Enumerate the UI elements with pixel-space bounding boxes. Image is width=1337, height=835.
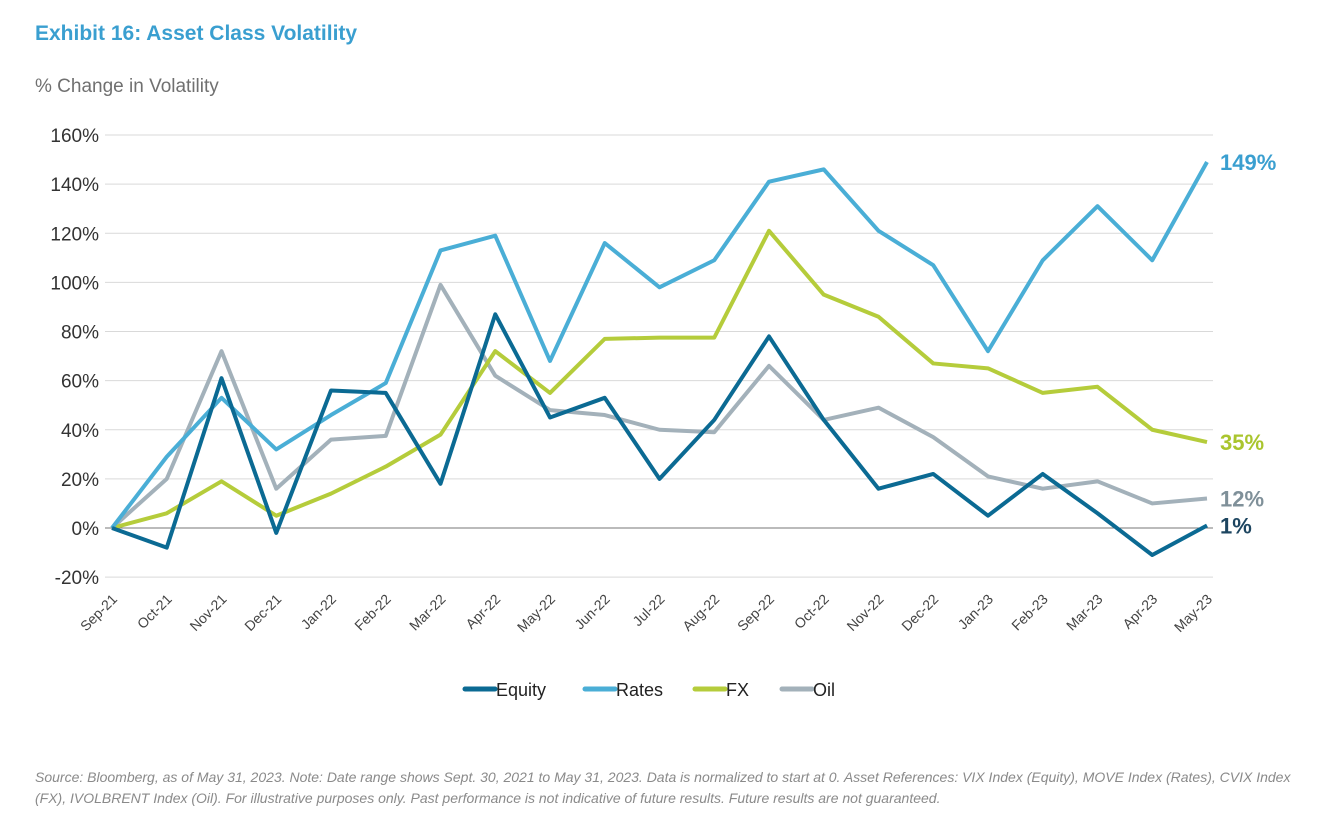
x-tick-label: Dec-21 (241, 591, 284, 634)
end-label-fx: 35% (1220, 430, 1264, 455)
legend-label-oil: Oil (813, 680, 835, 700)
x-tick-label: Sep-21 (77, 591, 120, 634)
x-tick-label: Jan-23 (955, 591, 997, 633)
x-tick-label: Jan-22 (298, 591, 340, 633)
y-axis-label: % Change in Volatility (35, 76, 219, 97)
legend-label-fx: FX (726, 680, 749, 700)
y-tick-label: 140% (50, 175, 99, 196)
footnote: Source: Bloomberg, as of May 31, 2023. N… (35, 769, 1291, 806)
y-tick-label: 0% (72, 519, 100, 540)
x-tick-label: Sep-22 (734, 591, 777, 634)
end-label-oil: 12% (1220, 487, 1264, 512)
line-chart: -20% 0% 20% 40% 60% 80% 100% 120% 140% 160% Sep-21… (50, 126, 1276, 700)
x-tick-label: Nov-21 (186, 591, 229, 634)
x-tick-label: Mar-23 (1063, 591, 1106, 634)
chart-title: Exhibit 16: Asset Class Volatility (35, 22, 358, 45)
x-tick-label: Aug-22 (679, 591, 722, 634)
x-tick-label: Feb-22 (351, 591, 394, 634)
x-tick-label: May-22 (514, 591, 558, 635)
y-tick-label: 120% (50, 224, 99, 245)
x-tick-label: Jun-22 (571, 591, 613, 633)
series-line-fx (111, 228, 1208, 530)
series-line-oil (110, 282, 1208, 530)
x-tick-label: Oct-22 (791, 591, 832, 632)
y-tick-label: -20% (55, 568, 99, 589)
series-line-rates (110, 161, 1209, 530)
y-tick-label: 160% (50, 126, 99, 147)
end-label-equity: 1% (1220, 514, 1252, 539)
y-tick-label: 80% (61, 323, 99, 344)
x-tick-label: Nov-22 (843, 591, 886, 634)
x-tick-label: Jul-22 (629, 591, 667, 629)
legend-label-equity: Equity (496, 680, 546, 700)
x-tick-label: May-23 (1171, 591, 1215, 635)
y-tick-label: 40% (61, 421, 99, 442)
end-label-rates: 149% (1220, 150, 1276, 175)
series-line-equity (111, 312, 1208, 558)
legend-label-rates: Rates (616, 680, 663, 700)
x-tick-label: Dec-22 (898, 591, 941, 634)
x-tick-label: Apr-22 (462, 591, 503, 632)
x-tick-label: Apr-23 (1119, 591, 1160, 632)
y-tick-label: 20% (61, 470, 99, 491)
x-tick-label: Mar-22 (406, 591, 449, 634)
y-tick-label: 100% (50, 273, 99, 294)
x-tick-label: Feb-23 (1008, 591, 1051, 634)
x-tick-label: Oct-21 (134, 591, 175, 632)
y-tick-label: 60% (61, 372, 99, 393)
